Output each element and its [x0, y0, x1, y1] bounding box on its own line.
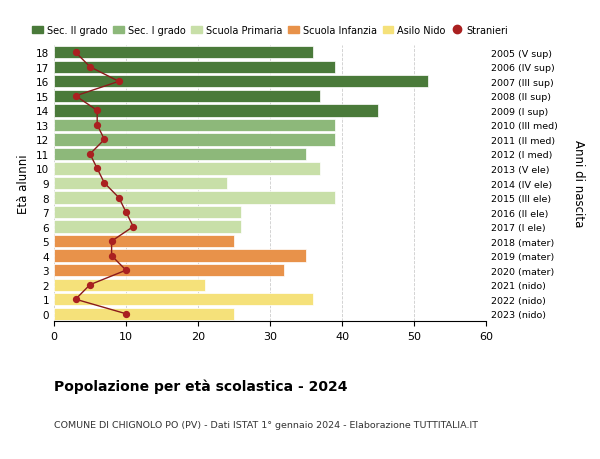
Point — [85, 64, 95, 71]
Bar — [54, 178, 227, 190]
Bar — [54, 148, 306, 161]
Bar — [54, 192, 335, 204]
Point — [85, 151, 95, 158]
Point — [92, 165, 102, 173]
Bar — [54, 76, 428, 88]
Point — [71, 93, 80, 101]
Point — [85, 281, 95, 289]
Legend: Sec. II grado, Sec. I grado, Scuola Primaria, Scuola Infanzia, Asilo Nido, Stran: Sec. II grado, Sec. I grado, Scuola Prim… — [32, 26, 508, 35]
Point — [100, 180, 109, 187]
Y-axis label: Anni di nascita: Anni di nascita — [572, 140, 584, 227]
Bar — [54, 62, 335, 74]
Bar — [54, 47, 313, 59]
Point — [92, 122, 102, 129]
Bar — [54, 163, 320, 175]
Point — [100, 136, 109, 144]
Point — [92, 107, 102, 115]
Text: Popolazione per età scolastica - 2024: Popolazione per età scolastica - 2024 — [54, 379, 347, 393]
Bar — [54, 134, 335, 146]
Point — [114, 78, 124, 86]
Point — [71, 50, 80, 57]
Point — [121, 267, 131, 274]
Bar — [54, 293, 313, 306]
Bar — [54, 90, 320, 103]
Bar — [54, 235, 234, 248]
Point — [107, 238, 116, 245]
Point — [121, 209, 131, 216]
Bar — [54, 119, 335, 132]
Bar — [54, 264, 284, 277]
Bar — [54, 207, 241, 219]
Point — [128, 224, 138, 231]
Point — [107, 252, 116, 260]
Point — [71, 296, 80, 303]
Text: COMUNE DI CHIGNOLO PO (PV) - Dati ISTAT 1° gennaio 2024 - Elaborazione TUTTITALI: COMUNE DI CHIGNOLO PO (PV) - Dati ISTAT … — [54, 420, 478, 429]
Point — [121, 310, 131, 318]
Bar — [54, 105, 378, 118]
Y-axis label: Età alunni: Età alunni — [17, 154, 31, 213]
Bar — [54, 221, 241, 233]
Point — [114, 195, 124, 202]
Bar — [54, 250, 306, 262]
Bar — [54, 308, 234, 320]
Bar — [54, 279, 205, 291]
